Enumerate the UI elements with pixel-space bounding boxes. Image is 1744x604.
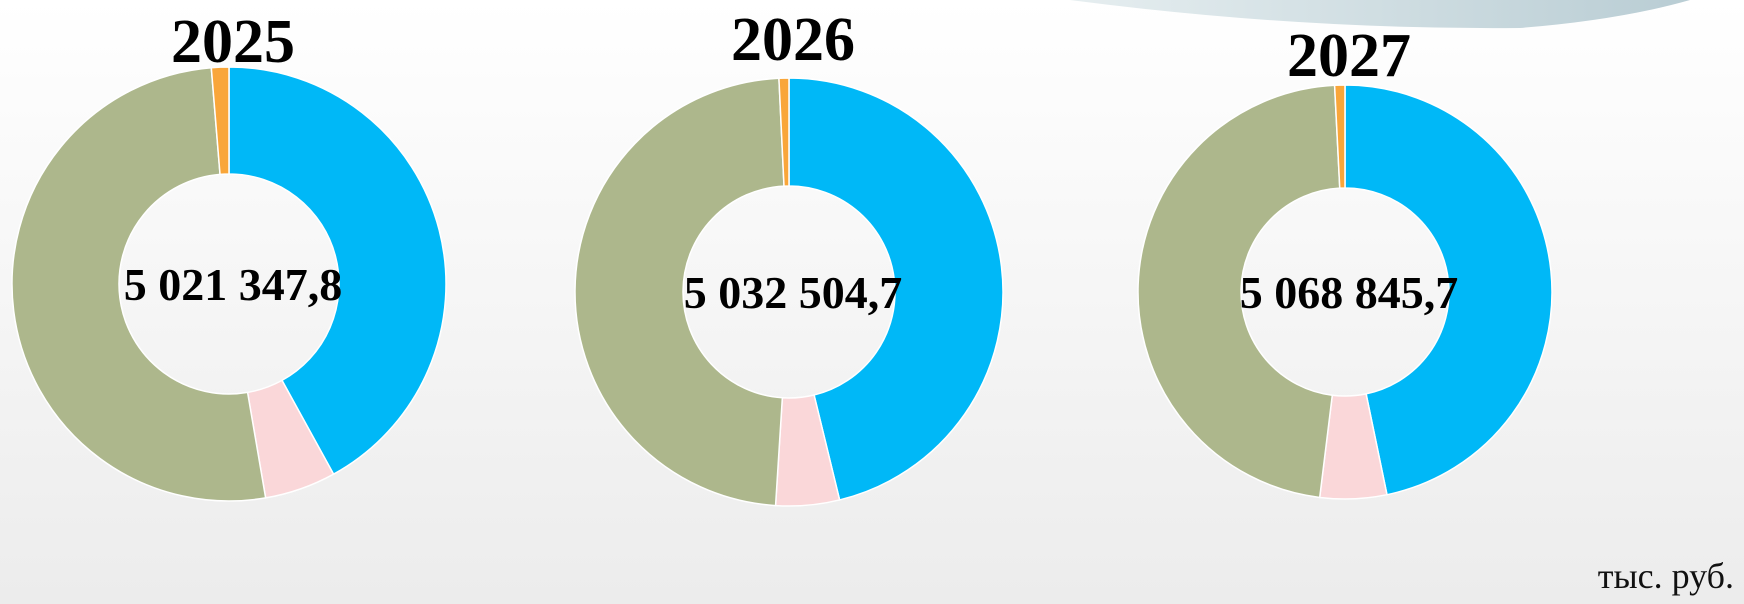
chart-title: 2026 bbox=[731, 6, 855, 74]
donut-segment bbox=[1333, 84, 1346, 189]
center-label: 5 021 347,8 bbox=[124, 259, 343, 310]
unit-note: тыс. руб. bbox=[1598, 556, 1734, 596]
donut-segment bbox=[788, 77, 1004, 501]
donut-segment bbox=[778, 77, 790, 187]
donut-segment bbox=[1344, 84, 1553, 496]
donut-segment bbox=[1137, 84, 1341, 499]
chart-title: 2027 bbox=[1287, 22, 1411, 90]
donut-segment bbox=[11, 66, 267, 502]
chart-title: 2025 bbox=[171, 8, 295, 76]
donut-segment bbox=[210, 66, 230, 176]
center-label: 5 032 504,7 bbox=[684, 267, 903, 318]
donut-segment bbox=[228, 66, 447, 476]
center-label: 5 068 845,7 bbox=[1240, 267, 1459, 318]
decor-swoosh bbox=[1070, 0, 1690, 29]
donut-segment bbox=[574, 77, 785, 507]
